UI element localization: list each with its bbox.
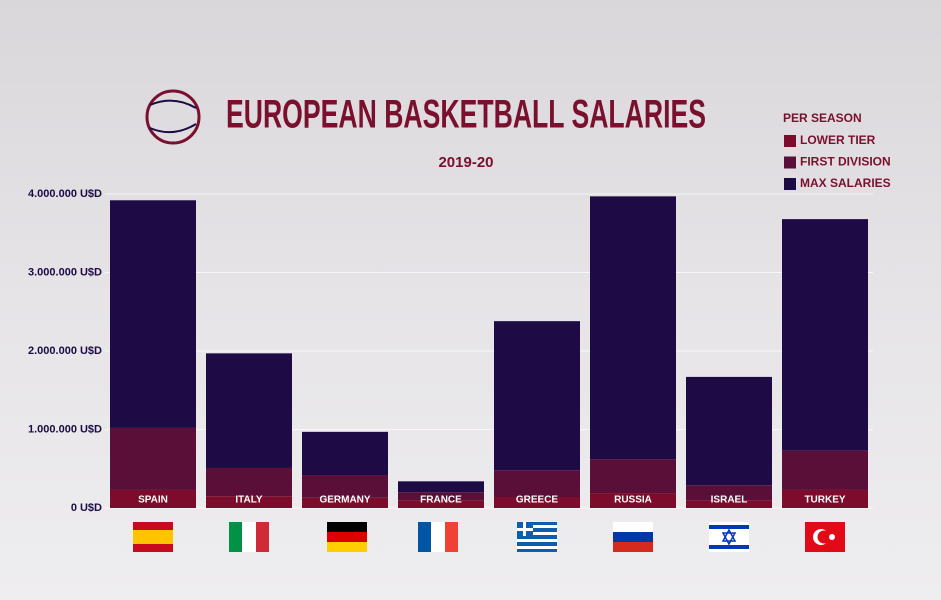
y-tick-label: 3.000.000 U$D <box>28 266 102 278</box>
x-tick-label: RUSSIA <box>614 495 652 506</box>
x-tick-label: SPAIN <box>138 495 168 506</box>
bar-segment <box>590 493 676 508</box>
bar-segment <box>590 196 676 460</box>
bar-segment <box>494 470 580 498</box>
legend-swatch <box>784 135 796 147</box>
flags <box>133 522 845 552</box>
y-tick-label: 0 U$D <box>71 502 102 514</box>
bar-segment <box>686 500 772 508</box>
bar-segment <box>782 489 868 508</box>
legend-label: FIRST DIVISION <box>800 155 891 169</box>
legend-swatch <box>784 178 796 190</box>
bar-segment <box>494 321 580 471</box>
bar-segment <box>782 219 868 451</box>
legend-title: PER SEASON <box>783 111 862 125</box>
chart-subtitle: 2019-20 <box>438 154 493 171</box>
bar-segment <box>398 500 484 508</box>
bar-segment <box>206 353 292 468</box>
x-tick-label: ISRAEL <box>711 495 748 506</box>
y-tick-label: 2.000.000 U$D <box>28 345 102 357</box>
x-tick-label: FRANCE <box>420 495 462 506</box>
bar-segment <box>398 481 484 493</box>
bar-segment <box>206 467 292 497</box>
x-tick-label: TURKEY <box>804 495 845 506</box>
logo <box>145 89 201 145</box>
y-tick-label: 4.000.000 U$D <box>28 188 102 200</box>
x-tick-label: GREECE <box>516 495 559 506</box>
bar-segment <box>686 485 772 501</box>
bar-segment <box>206 496 292 508</box>
bar-segment <box>590 459 676 494</box>
bar-segment <box>686 376 772 486</box>
bar-segment <box>110 489 196 508</box>
chart-title: EUROPEAN BASKETBALL SALARIES <box>226 93 706 137</box>
bar-segment <box>494 497 580 508</box>
bar-segment <box>110 200 196 428</box>
legend-swatch <box>784 156 796 169</box>
x-tick-label: GERMANY <box>319 495 370 506</box>
bar-segment <box>782 450 868 490</box>
bar-segment <box>302 497 388 508</box>
bar-segment <box>302 475 388 498</box>
legend-label: MAX SALARIES <box>800 176 891 190</box>
bar-segment <box>302 431 388 476</box>
bar-segment <box>398 492 484 501</box>
x-tick-label: ITALY <box>235 495 263 506</box>
legend-label: LOWER TIER <box>800 133 876 147</box>
y-tick-label: 1.000.000 U$D <box>28 423 102 435</box>
bar-segment <box>110 427 196 490</box>
